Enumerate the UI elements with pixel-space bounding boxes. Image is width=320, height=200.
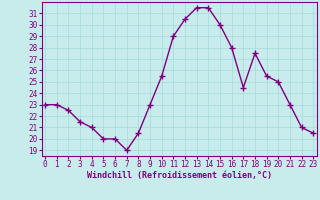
X-axis label: Windchill (Refroidissement éolien,°C): Windchill (Refroidissement éolien,°C) [87,171,272,180]
